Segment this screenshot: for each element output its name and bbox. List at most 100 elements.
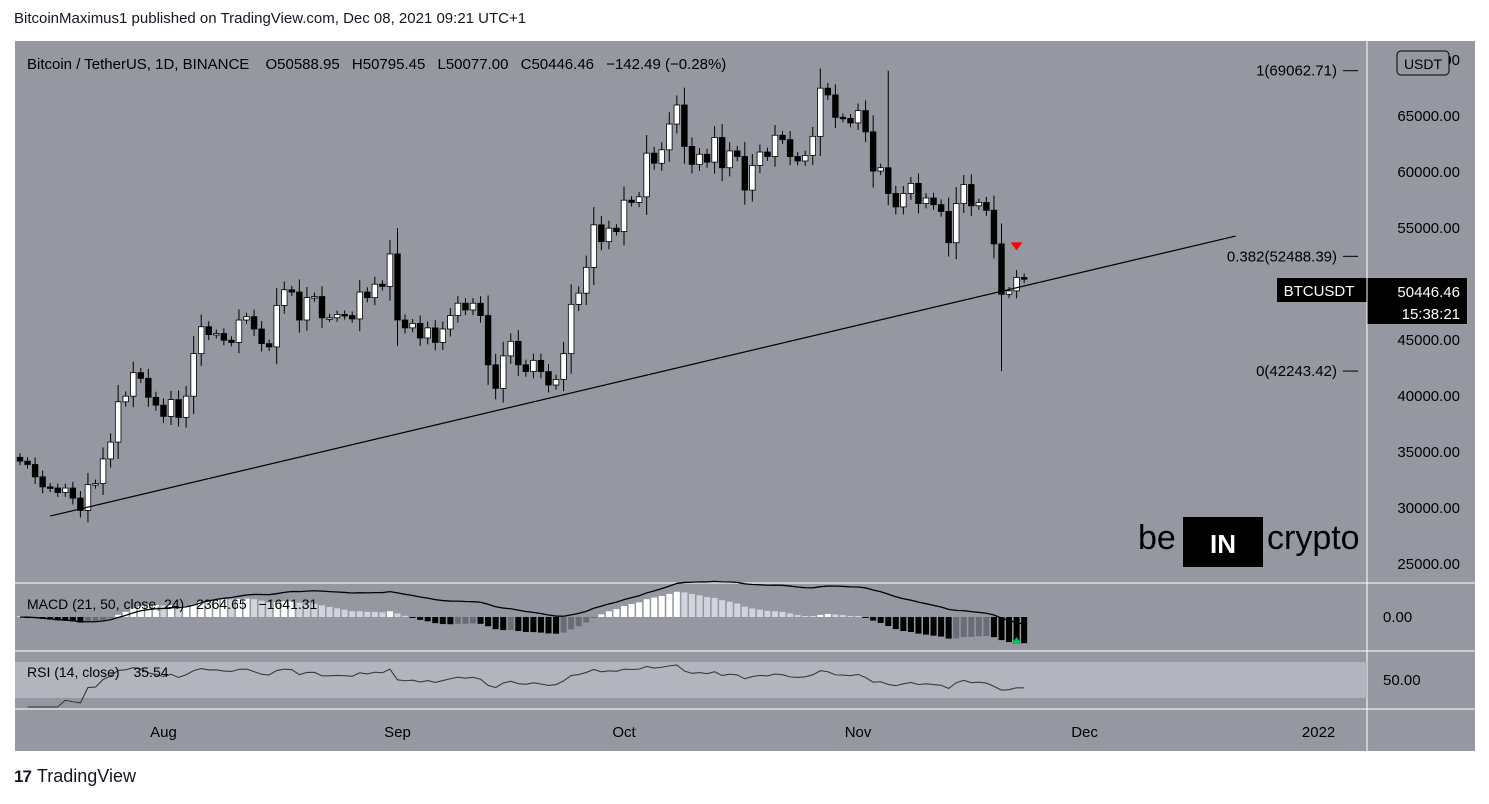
macd-histogram-bar bbox=[462, 617, 469, 624]
macd-histogram-bar bbox=[100, 617, 107, 621]
candle-body bbox=[575, 292, 582, 305]
candle-body bbox=[228, 339, 235, 343]
candle-body bbox=[409, 322, 416, 329]
macd-histogram-bar bbox=[303, 603, 310, 617]
candle-body bbox=[915, 182, 922, 204]
candle-body bbox=[651, 152, 658, 164]
candle-body bbox=[424, 327, 431, 339]
candle-body bbox=[583, 266, 590, 294]
beincrypto-watermark: be IN crypto bbox=[1138, 517, 1360, 567]
macd-histogram-bar bbox=[794, 615, 801, 617]
candle-body bbox=[182, 395, 190, 418]
candle-body bbox=[862, 110, 869, 133]
candle-body bbox=[167, 399, 175, 417]
svg-text:MACD (21, 50, close, 24): MACD (21, 50, close, 24) 2364.65 −1641.3… bbox=[27, 596, 318, 612]
watermark-right: crypto bbox=[1267, 519, 1360, 557]
macd-histogram-bar bbox=[560, 617, 567, 633]
fib-level-label: 0.382(52488.39) bbox=[1227, 248, 1337, 265]
macd-histogram-bar bbox=[251, 599, 258, 617]
macd-histogram-bar bbox=[115, 614, 122, 617]
candle-body bbox=[145, 377, 152, 398]
macd-histogram-bar bbox=[719, 600, 726, 617]
candle-body bbox=[998, 243, 1005, 295]
macd-histogram-bar bbox=[386, 611, 393, 617]
candle-body bbox=[447, 315, 454, 330]
macd-histogram-bar bbox=[205, 600, 212, 617]
candle-body bbox=[937, 204, 945, 212]
macd-histogram-bar bbox=[590, 617, 597, 618]
fib-level-label: 1(69062.71) bbox=[1256, 63, 1337, 80]
macd-histogram-bar bbox=[824, 614, 831, 617]
macd-histogram-bar bbox=[402, 615, 409, 617]
y-tick-label: 60000.00 bbox=[1397, 164, 1460, 181]
support-trendline[interactable] bbox=[50, 235, 1236, 517]
candle-body bbox=[922, 197, 930, 204]
candle-body bbox=[839, 116, 847, 120]
candle-body bbox=[741, 156, 748, 191]
macd-histogram-bar bbox=[1021, 617, 1028, 644]
candle-body bbox=[673, 104, 681, 125]
macd-histogram-bar bbox=[168, 605, 174, 617]
candle-body bbox=[658, 149, 665, 164]
candle-body bbox=[152, 396, 160, 406]
candle-body bbox=[92, 483, 99, 486]
macd-histogram-bar bbox=[175, 606, 182, 617]
macd-histogram-bar bbox=[447, 617, 454, 625]
candle-body bbox=[386, 253, 394, 287]
fib-lines: 1(69062.71) 0.382(52488.39) 0(42243.42) bbox=[1227, 63, 1358, 380]
macd-histogram-bar bbox=[862, 617, 869, 618]
macd-histogram-bar bbox=[77, 617, 84, 623]
macd-histogram-bar bbox=[281, 601, 288, 617]
candle-body bbox=[794, 156, 801, 162]
macd-histogram-bar bbox=[779, 611, 786, 617]
candle-body bbox=[1020, 277, 1028, 280]
candle-body bbox=[530, 359, 537, 372]
macd-histogram-bar bbox=[968, 617, 975, 637]
macd-histogram-bar bbox=[17, 616, 23, 617]
candle-body bbox=[84, 484, 92, 511]
candle-body bbox=[31, 464, 39, 478]
x-tick-label: 2022 bbox=[1302, 724, 1335, 741]
macd-histogram-bar bbox=[915, 617, 922, 634]
tradingview-logo-icon[interactable]: 17 bbox=[14, 766, 32, 786]
macd-histogram-bar bbox=[213, 599, 220, 617]
candle-body bbox=[469, 302, 477, 311]
candle-body bbox=[318, 296, 326, 319]
macd-histogram-bar bbox=[953, 617, 960, 639]
tradingview-name[interactable]: TradingView bbox=[36, 766, 136, 786]
currency-badge[interactable]: USDT bbox=[1396, 50, 1450, 76]
candle-body bbox=[484, 315, 492, 366]
candle-body bbox=[560, 353, 567, 380]
macd-histogram-bar bbox=[673, 591, 680, 617]
chart-frame[interactable]: 1(69062.71) 0.382(52488.39) 0(42243.42) be… bbox=[15, 41, 1475, 751]
candle-body bbox=[288, 289, 295, 293]
macd-histogram-bar bbox=[349, 611, 356, 617]
candle-body bbox=[847, 118, 854, 124]
candle-body bbox=[16, 456, 24, 462]
legend-high: 50795.45 bbox=[363, 56, 426, 73]
macd-histogram-bar bbox=[1006, 617, 1013, 643]
candle-body bbox=[703, 153, 711, 163]
macd-histogram-bar bbox=[243, 598, 250, 617]
y-tick-label: 45000.00 bbox=[1397, 332, 1460, 349]
macd-histogram-bar bbox=[847, 615, 854, 617]
candle-body bbox=[265, 343, 273, 348]
candle-body bbox=[160, 404, 167, 417]
macd-histogram-bar bbox=[530, 617, 537, 633]
candlestick-chart[interactable]: 1(69062.71) 0.382(52488.39) 0(42243.42) be… bbox=[15, 41, 1475, 751]
candle-body bbox=[696, 153, 703, 165]
macd-histogram-bar bbox=[69, 617, 76, 622]
candle-body bbox=[953, 203, 960, 244]
time-axis[interactable]: Aug Sep Oct Nov Dec 2022 bbox=[150, 724, 1335, 741]
macd-histogram-bar bbox=[885, 617, 892, 627]
macd-histogram-bar bbox=[741, 606, 748, 617]
macd-histogram-bar bbox=[870, 617, 877, 621]
candle-body bbox=[507, 340, 514, 357]
macd-histogram-bar bbox=[326, 606, 333, 617]
candle-body bbox=[273, 305, 280, 348]
macd-histogram-bar bbox=[364, 611, 371, 617]
macd-histogram-bar bbox=[485, 617, 492, 627]
candle-body bbox=[718, 137, 726, 169]
price-tag-symbol: BTCUSDT bbox=[1284, 283, 1355, 300]
rsi-pane: RSI (14, close) 35.54 50.00 bbox=[15, 662, 1421, 708]
